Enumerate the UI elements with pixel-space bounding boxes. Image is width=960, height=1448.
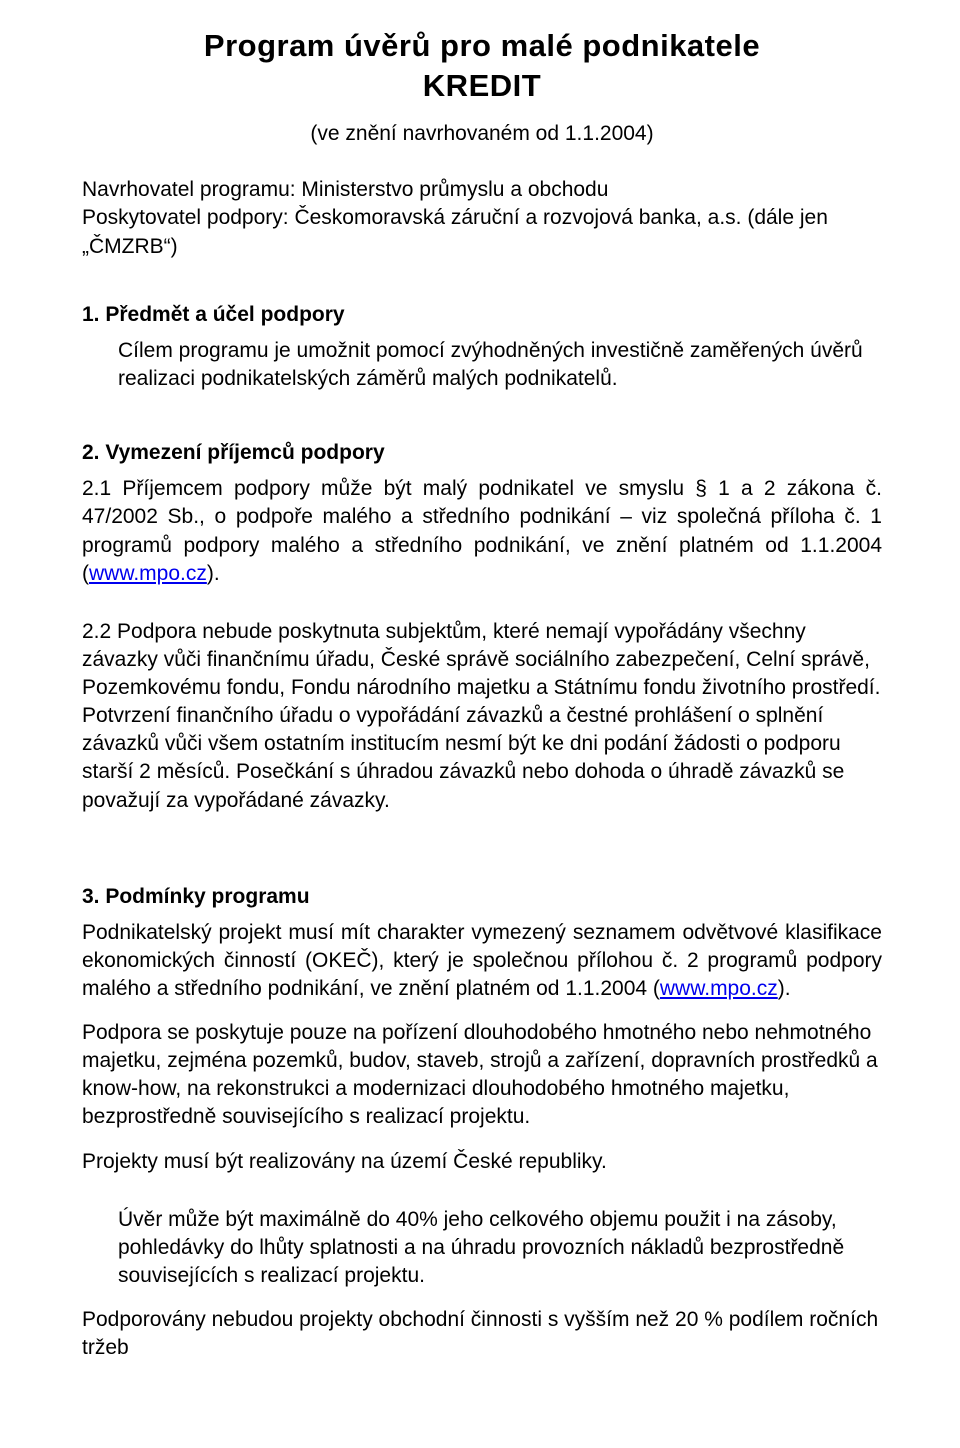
- meta-line-poskytovatel: Poskytovatel podpory: Českomoravská záru…: [82, 204, 882, 261]
- section-3-p4: Úvěr může být maximálně do 40% jeho celk…: [82, 1206, 882, 1290]
- section-2-1-text-b: ).: [207, 562, 220, 585]
- document-page: Program úvěrů pro malé podnikatele KREDI…: [0, 0, 960, 1448]
- section-3-p3: Projekty musí být realizovány na území Č…: [82, 1148, 882, 1176]
- section-2-2-body: 2.2 Podpora nebude poskytnuta subjektům,…: [82, 618, 882, 815]
- section-3-p1: Podnikatelský projekt musí mít charakter…: [82, 919, 882, 1003]
- link-mpo-2[interactable]: www.mpo.cz: [660, 977, 778, 1000]
- section-2-heading: 2. Vymezení příjemců podpory: [82, 441, 882, 465]
- section-1-body: Cílem programu je umožnit pomocí zvýhodn…: [82, 337, 882, 393]
- meta-line-navrhovatel: Navrhovatel programu: Ministerstvo průmy…: [82, 176, 882, 204]
- section-1-heading: 1. Předmět a účel podpory: [82, 303, 882, 327]
- section-3-p2: Podpora se poskytuje pouze na pořízení d…: [82, 1019, 882, 1132]
- section-2-1-body: 2.1 Příjemcem podpory může být malý podn…: [82, 475, 882, 588]
- section-3-p1-text-b: ).: [778, 977, 791, 1000]
- doc-subtitle: (ve znění navrhovaném od 1.1.2004): [82, 122, 882, 146]
- doc-title-line2: KREDIT: [82, 68, 882, 104]
- doc-title-line1: Program úvěrů pro malé podnikatele: [82, 28, 882, 64]
- link-mpo-1[interactable]: www.mpo.cz: [89, 562, 207, 585]
- section-3-p5: Podporovány nebudou projekty obchodní či…: [82, 1306, 882, 1362]
- section-3-heading: 3. Podmínky programu: [82, 885, 882, 909]
- doc-meta: Navrhovatel programu: Ministerstvo průmy…: [82, 176, 882, 261]
